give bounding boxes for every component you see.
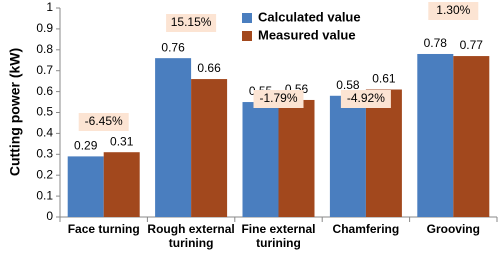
value-label: 0.77 bbox=[460, 38, 484, 52]
bar bbox=[453, 56, 490, 217]
annotation: -6.45% bbox=[85, 114, 123, 128]
annotation: -4.92% bbox=[347, 91, 385, 105]
legend-label: Measured value bbox=[258, 27, 356, 42]
annotation-box bbox=[78, 113, 129, 131]
annotation: 1.30% bbox=[436, 3, 470, 17]
bar bbox=[242, 102, 279, 217]
y-tick-label: 0.4 bbox=[36, 126, 53, 140]
y-tick-label: 0.7 bbox=[36, 63, 53, 77]
legend-swatch bbox=[242, 13, 252, 23]
y-tick-label: 0.1 bbox=[36, 188, 53, 202]
x-tick-label: Chamfering bbox=[332, 222, 400, 236]
annotation: 15.15% bbox=[171, 15, 212, 29]
y-tick-label: 1 bbox=[46, 0, 53, 14]
x-tick-label: Fine external turining bbox=[241, 222, 316, 250]
bar bbox=[417, 53, 454, 218]
y-tick-label: 0 bbox=[46, 209, 53, 223]
legend-swatch bbox=[242, 31, 252, 41]
annotation: -1.79% bbox=[259, 91, 297, 105]
y-tick-label: 0.8 bbox=[36, 42, 53, 56]
value-label: 0.29 bbox=[74, 139, 98, 153]
annotation-box bbox=[428, 2, 479, 20]
bar bbox=[103, 152, 140, 217]
bar bbox=[67, 156, 104, 217]
legend-label: Calculated value bbox=[258, 9, 361, 24]
annotation-box bbox=[340, 90, 391, 108]
value-label: 0.66 bbox=[197, 61, 221, 75]
bar bbox=[278, 99, 315, 217]
y-tick-label: 0.3 bbox=[36, 146, 53, 160]
value-label: 0.76 bbox=[161, 40, 185, 54]
y-tick-label: 0.6 bbox=[36, 84, 53, 98]
y-axis-label: Cutting power (kW) bbox=[7, 48, 23, 176]
legend-box bbox=[236, 7, 374, 47]
annotation-box bbox=[166, 14, 217, 32]
bar bbox=[155, 58, 192, 217]
bar bbox=[329, 95, 366, 217]
bar bbox=[191, 79, 228, 217]
y-tick-label: 0.9 bbox=[36, 21, 53, 35]
y-tick-label: 0.5 bbox=[36, 105, 53, 119]
annotation-box bbox=[253, 90, 304, 108]
bar bbox=[365, 89, 402, 217]
value-label: 0.58 bbox=[336, 78, 360, 92]
x-tick-label: Face turning bbox=[67, 222, 140, 236]
x-tick-label: Grooving bbox=[426, 222, 480, 236]
x-tick-label: Rough external turining bbox=[147, 222, 235, 250]
y-tick-label: 0.2 bbox=[36, 167, 53, 181]
value-label: 0.31 bbox=[110, 134, 134, 148]
value-label: 0.78 bbox=[424, 36, 448, 50]
value-label: 0.61 bbox=[372, 72, 396, 86]
